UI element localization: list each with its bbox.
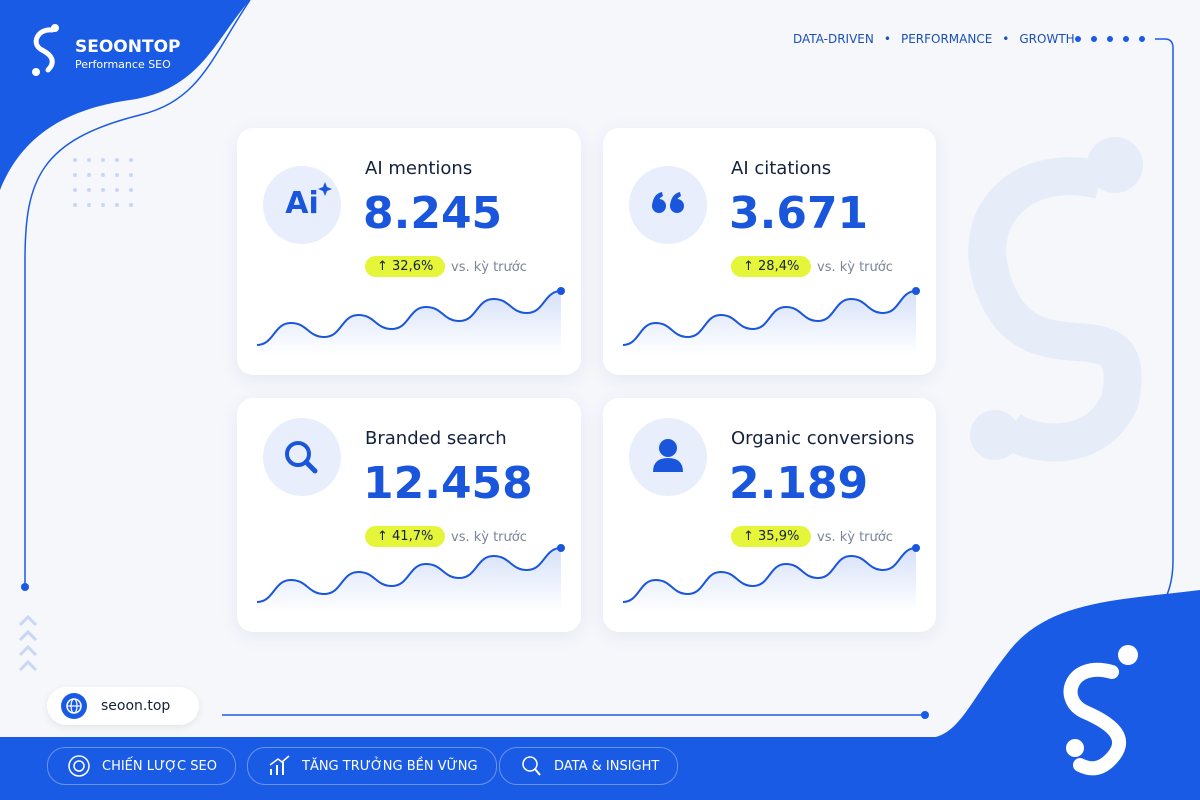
icon-glyph bbox=[285, 441, 318, 474]
card-title: AI mentions bbox=[365, 158, 473, 179]
footer-label: CHIẾN LƯỢC SEO bbox=[102, 758, 217, 774]
change-badge: ↑ 41,7% bbox=[365, 526, 446, 547]
change-badge: ↑ 35,9% bbox=[731, 526, 812, 547]
icon-text: Ai bbox=[285, 186, 319, 221]
tagline-item: PERFORMANCE bbox=[900, 32, 993, 46]
footer-item[interactable]: CHIẾN LƯỢC SEO bbox=[47, 747, 236, 785]
website-pill[interactable]: seoon.top bbox=[47, 687, 199, 725]
change-note: vs. kỳ trước bbox=[451, 260, 527, 275]
change-value: 41,7% bbox=[392, 529, 434, 544]
change-note: vs. kỳ trước bbox=[451, 530, 527, 545]
card-value: 2.189 bbox=[729, 458, 869, 509]
card-value: 8.245 bbox=[363, 188, 503, 239]
footer-label: DATA & INSIGHT bbox=[554, 758, 660, 774]
tagline-item: DATA-DRIVEN bbox=[793, 32, 874, 46]
metric-card: AI citations 3.671 ↑ 28,4% vs. kỳ trước bbox=[603, 128, 936, 375]
icon-glyph bbox=[652, 192, 684, 213]
icon-glyph: Ai bbox=[285, 182, 332, 221]
globe-icon bbox=[61, 693, 87, 719]
card-title: Branded search bbox=[365, 428, 507, 449]
brand-subtitle: Performance SEO bbox=[75, 58, 171, 71]
change-note: vs. kỳ trước bbox=[817, 260, 893, 275]
icon-glyph bbox=[653, 439, 683, 472]
metric-card: Branded search 12.458 ↑ 41,7% vs. kỳ trước bbox=[237, 398, 581, 632]
change-badge: ↑ 28,4% bbox=[731, 256, 812, 277]
card-title: Organic conversions bbox=[731, 428, 915, 449]
change-note: vs. kỳ trước bbox=[817, 530, 893, 545]
metric-icon bbox=[629, 166, 707, 244]
footer-item[interactable]: DATA & INSIGHT bbox=[499, 747, 679, 785]
website: seoon.top bbox=[101, 698, 171, 714]
tagline: DATA-DRIVEN • PERFORMANCE • GROWTH bbox=[793, 32, 1075, 46]
metric-icon: Ai bbox=[263, 166, 341, 244]
change-badge: ↑ 32,6% bbox=[365, 256, 446, 277]
tagline-item: GROWTH bbox=[1019, 32, 1075, 46]
change-value: 32,6% bbox=[392, 259, 434, 274]
card-value: 3.671 bbox=[729, 188, 869, 239]
metric-card: Ai AI mentions 8.245 ↑ 32,6% vs. kỳ trước bbox=[237, 128, 581, 375]
footer-label: TĂNG TRƯỞNG BỀN VỮNG bbox=[302, 758, 478, 774]
metric-card: Organic conversions 2.189 ↑ 35,9% vs. kỳ tr… bbox=[603, 398, 936, 632]
metric-icon bbox=[263, 418, 341, 496]
metric-icon bbox=[629, 418, 707, 496]
card-title: AI citations bbox=[731, 158, 832, 179]
brand-name: SEOONTOP bbox=[75, 37, 181, 57]
card-value: 12.458 bbox=[363, 458, 533, 509]
change-value: 35,9% bbox=[758, 529, 800, 544]
change-value: 28,4% bbox=[758, 259, 800, 274]
footer-item[interactable]: TĂNG TRƯỞNG BỀN VỮNG bbox=[247, 747, 497, 785]
